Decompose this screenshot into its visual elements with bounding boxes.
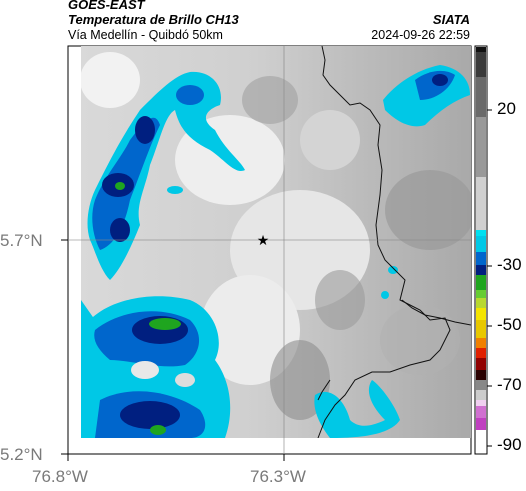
lat-tick-label: 5.2°N [0,445,43,464]
border-line [317,46,451,438]
product-title: Temperatura de Brillo CH13 [68,12,239,27]
lat-tick-label: 5.7°N [0,231,43,250]
star-marker: ★ [257,233,270,249]
colorbar-tick-label: -70 [497,375,522,394]
satellite-title: GOES-EAST [68,0,145,12]
lon-tick-label: 76.3°W [250,467,306,486]
datetime-label: 2024-09-26 22:59 [371,28,470,42]
colorbar-tick-label: -90 [497,435,522,454]
colorbar-tick-label: -50 [497,315,522,334]
lon-tick-label: 76.8°W [32,467,88,486]
agency-label: SIATA [432,12,470,27]
route-label: Vía Medellín - Quibdó 50km [68,28,223,42]
colorbar-tick-label: 20 [497,99,516,118]
colorbar [474,45,492,455]
colorbar-tick-label: -30 [497,255,522,274]
imagery-layer [81,46,471,438]
